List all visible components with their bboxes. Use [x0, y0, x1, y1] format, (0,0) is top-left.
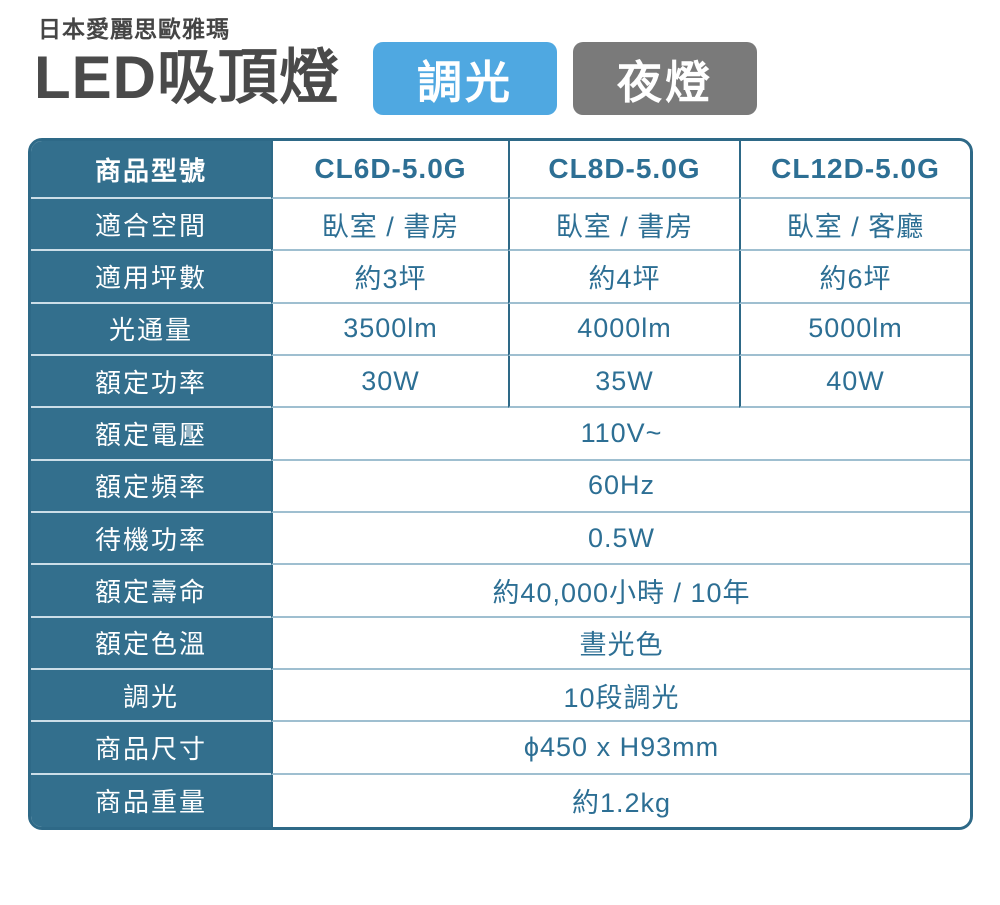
- value-product-weight: 約1.2kg: [271, 774, 970, 827]
- value-rated-voltage: 110V~: [271, 408, 970, 461]
- value-area-1: 約3坪: [271, 251, 508, 304]
- value-flux-1: 3500lm: [271, 303, 508, 356]
- row-label-rated-voltage: 額定電壓: [31, 408, 271, 461]
- row-label-model-number: 商品型號: [31, 141, 271, 199]
- value-area-2: 約4坪: [508, 251, 739, 304]
- row-label-rated-power: 額定功率: [31, 355, 271, 409]
- badge-dimming: 調光: [373, 42, 557, 115]
- value-space-1: 臥室 / 書房: [271, 199, 508, 252]
- value-space-3: 臥室 / 客廳: [739, 199, 970, 252]
- row-label-color-temperature: 額定色溫: [31, 617, 271, 670]
- value-area-3: 約6坪: [739, 251, 970, 304]
- row-label-luminous-flux: 光通量: [31, 303, 271, 356]
- spec-table: 商品型號 CL6D-5.0G CL8D-5.0G CL12D-5.0G 適合空間…: [28, 138, 973, 830]
- row-label-suitable-space: 適合空間: [31, 199, 271, 252]
- value-power-2: 35W: [508, 355, 739, 409]
- value-model-2: CL8D-5.0G: [508, 141, 739, 199]
- value-power-3: 40W: [739, 355, 970, 409]
- row-label-standby-power: 待機功率: [31, 512, 271, 566]
- value-flux-2: 4000lm: [508, 303, 739, 356]
- value-color-temperature: 晝光色: [271, 617, 970, 670]
- row-label-product-weight: 商品重量: [31, 774, 271, 827]
- value-rated-frequency: 60Hz: [271, 460, 970, 513]
- page-title: LED吸頂燈: [34, 44, 340, 111]
- value-product-size: ϕ450 x H93mm: [271, 722, 970, 775]
- badge-nightlight: 夜燈: [573, 42, 757, 115]
- row-label-product-size: 商品尺寸: [31, 722, 271, 775]
- value-dimming: 10段調光: [271, 669, 970, 723]
- value-flux-3: 5000lm: [739, 303, 970, 356]
- row-label-area-size: 適用坪數: [31, 251, 271, 304]
- row-label-dimming: 調光: [31, 669, 271, 723]
- brand-text: 日本愛麗思歐雅瑪: [38, 16, 230, 42]
- value-space-2: 臥室 / 書房: [508, 199, 739, 252]
- row-label-rated-lifespan: 額定壽命: [31, 565, 271, 618]
- value-model-1: CL6D-5.0G: [271, 141, 508, 199]
- value-standby-power: 0.5W: [271, 512, 970, 566]
- value-power-1: 30W: [271, 355, 508, 409]
- value-model-3: CL12D-5.0G: [739, 141, 970, 199]
- row-label-rated-frequency: 額定頻率: [31, 460, 271, 513]
- value-rated-lifespan: 約40,000小時 / 10年: [271, 565, 970, 618]
